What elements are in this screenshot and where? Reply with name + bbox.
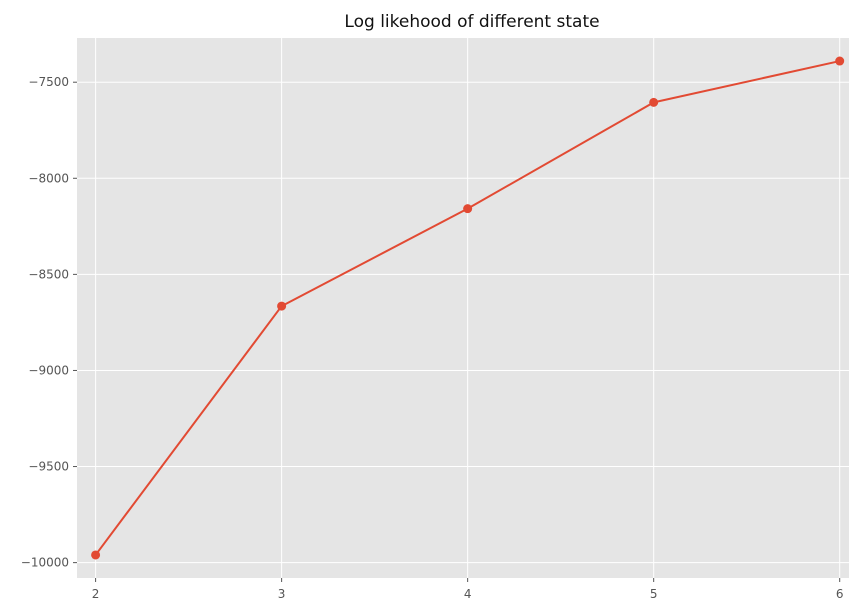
data-point (835, 56, 845, 66)
x-tick-label: 6 (836, 587, 844, 601)
y-tick-label: −8500 (28, 267, 69, 281)
plot-area (77, 38, 849, 578)
data-point (277, 301, 287, 311)
x-tick-label: 3 (278, 587, 286, 601)
y-tick-label: −9500 (28, 460, 69, 474)
y-tick-label: −7500 (28, 75, 69, 89)
data-point (463, 204, 473, 214)
grid-lines (77, 38, 849, 578)
x-tick-label: 4 (464, 587, 472, 601)
x-axis-ticks: 2 3 4 5 6 (92, 578, 844, 601)
chart-title: Log likehood of different state (344, 12, 599, 32)
data-point (91, 550, 101, 560)
x-tick-label: 5 (650, 587, 658, 601)
series-layer (91, 56, 845, 560)
y-tick-label: −10000 (21, 556, 69, 570)
x-tick-label: 2 (92, 587, 100, 601)
y-axis-ticks: −7500 −8000 −8500 −9000 −9500 −10000 (21, 75, 77, 570)
y-tick-label: −8000 (28, 171, 69, 185)
y-tick-label: −9000 (28, 363, 69, 377)
data-point (649, 97, 659, 107)
